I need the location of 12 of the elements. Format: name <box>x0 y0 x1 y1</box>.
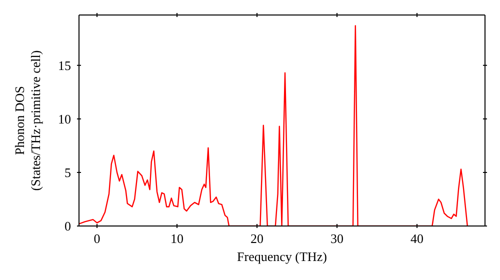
x-tick-label: 20 <box>250 231 264 246</box>
y-axis-title: Phonon DOS (States/THz·primitive cell) <box>12 50 43 191</box>
x-tick-label: 0 <box>94 231 100 246</box>
x-tick-label: 10 <box>170 231 184 246</box>
y-tick-label: 5 <box>64 164 71 180</box>
x-tick-label: 30 <box>330 231 344 246</box>
y-tick-label: 10 <box>58 111 71 126</box>
y-tick-label: 0 <box>64 218 71 234</box>
y-tick-label: 15 <box>58 58 71 73</box>
line-series <box>79 25 468 226</box>
x-tick-label: 40 <box>410 231 424 246</box>
x-axis-title: Frequency (THz) <box>237 249 327 264</box>
